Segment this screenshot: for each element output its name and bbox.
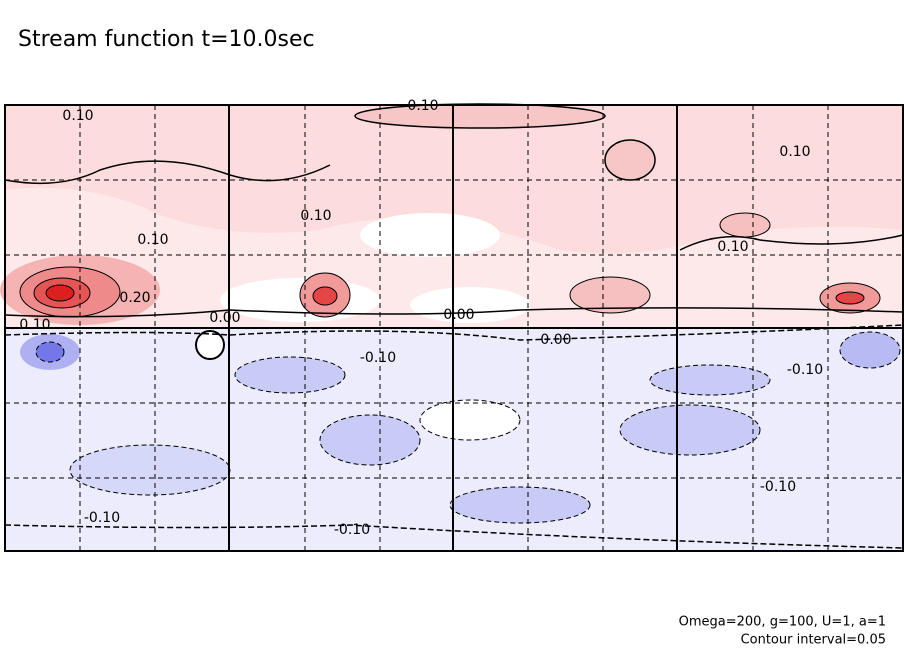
contour-label: 0.20 (119, 290, 150, 306)
contour-label: 0.10 (62, 108, 93, 124)
frame (4, 104, 904, 552)
contour-label: -0.10 (760, 479, 796, 495)
contour-label: 0.10 (717, 239, 748, 255)
contour-label: 0.10 (300, 208, 331, 224)
contour-label: 0.00 (209, 310, 240, 326)
contour-label: -0.10 (334, 522, 370, 538)
title: Stream function t=10.0sec (18, 27, 315, 52)
contour-label: -0.10 (84, 510, 120, 526)
contour-labels: 0.10 0.10 0.10 0.10 0.10 0.10 0.20 0.10 0.00 0.00… (19, 98, 823, 538)
contour-label: 0.10 (19, 317, 50, 333)
contour-label: -0.10 (787, 362, 823, 378)
contour-label: 0.00 (540, 332, 571, 348)
contour-label: 0.00 (443, 307, 474, 323)
footer-text: Contour interval=0.05 (741, 633, 886, 648)
contour-label: -0.10 (360, 350, 396, 366)
contour-label: 0.10 (407, 98, 438, 114)
contour-label: 0.10 (779, 144, 810, 160)
footer-text: Omega=200, g=100, U=1, a=1 (679, 615, 886, 630)
contour-label: 0.10 (137, 232, 168, 248)
